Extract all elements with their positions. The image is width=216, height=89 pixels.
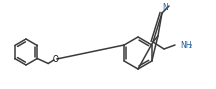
Text: 2: 2 (189, 44, 192, 49)
Text: N: N (162, 3, 168, 12)
Text: O: O (52, 55, 58, 64)
Text: NH: NH (180, 40, 192, 49)
